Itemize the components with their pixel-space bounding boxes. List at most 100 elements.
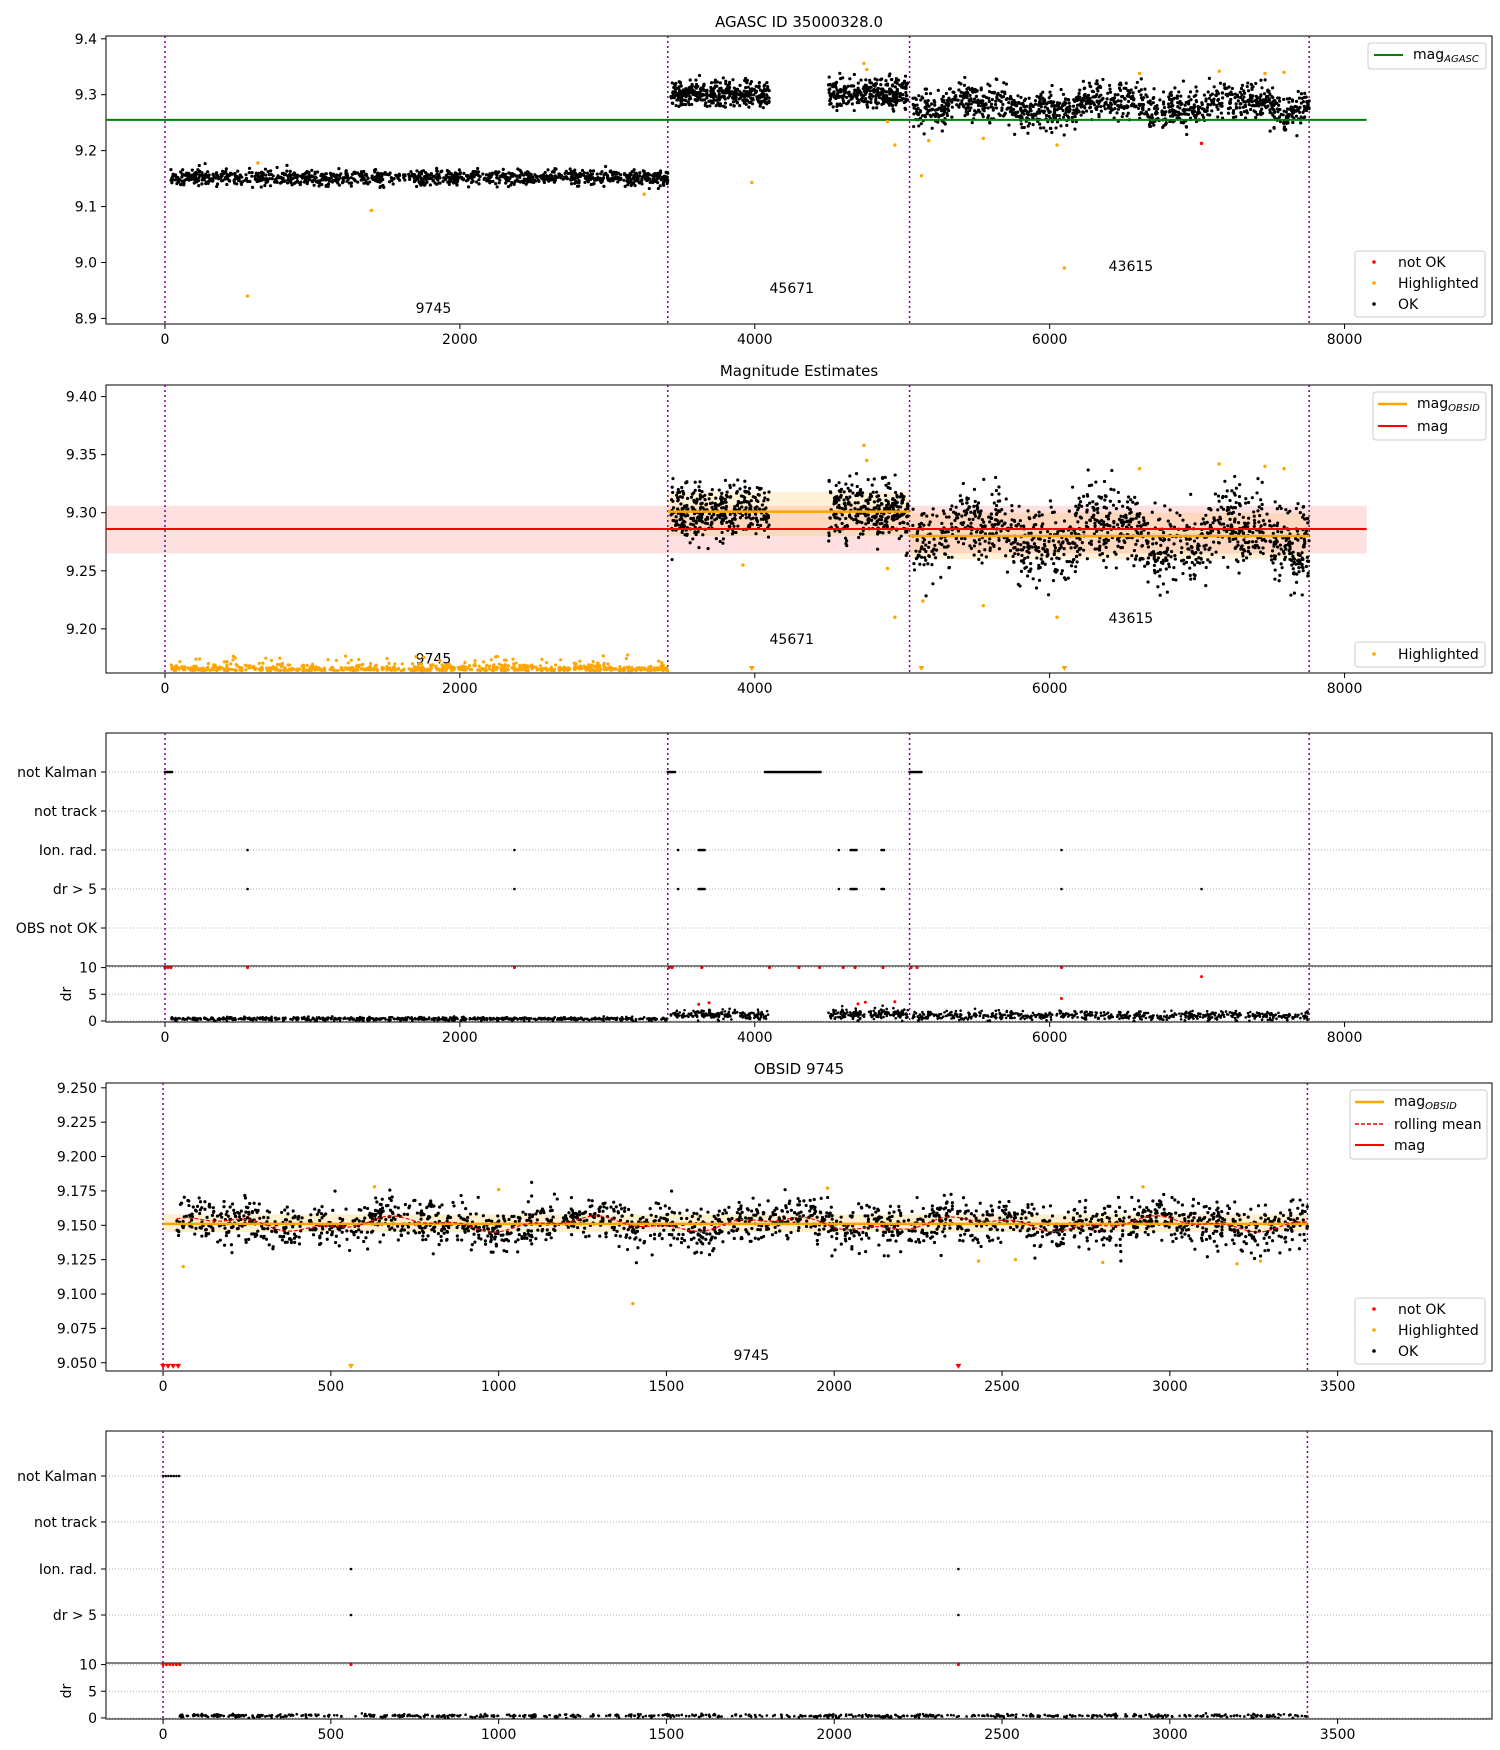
p1-ok-point — [1060, 104, 1065, 108]
p1-ok-point — [1008, 97, 1012, 101]
p1-ok-point — [1248, 96, 1252, 100]
p2-ok-point — [984, 555, 988, 559]
p2-ok-point — [1307, 539, 1311, 543]
p1-ok-point — [984, 95, 989, 100]
p2-ok-point — [1135, 524, 1140, 528]
p2-ok-point — [1156, 585, 1160, 589]
p2-ok-point — [924, 558, 928, 562]
p2-ok-point — [753, 495, 757, 500]
p1-ok-point — [466, 175, 470, 179]
p2-ok-point — [1283, 557, 1287, 562]
p2-ok-point — [1185, 542, 1189, 546]
p1-ok-point — [858, 90, 862, 94]
p1-ok-point — [1254, 98, 1259, 102]
p2-ok-point — [1085, 494, 1090, 498]
p2-ok-point — [1246, 516, 1251, 520]
p2-ok-point — [983, 524, 987, 528]
p2-ok-point — [1234, 545, 1238, 549]
p1-ok-point — [397, 172, 401, 176]
p1-highlighted-point — [245, 294, 250, 298]
p2-ok-point — [853, 507, 857, 511]
p2-ok-point — [1025, 549, 1029, 554]
p2-ok-point — [965, 497, 969, 502]
p2-ok-point — [1019, 569, 1024, 573]
p2-ok-point — [676, 496, 680, 500]
p2-ok-point — [1168, 522, 1172, 526]
p2-ok-point — [977, 557, 981, 562]
p2-ok-point — [1069, 546, 1073, 550]
p1-ok-point — [856, 92, 860, 97]
p2-ok-point — [691, 519, 696, 523]
p1-ok-point — [846, 84, 850, 88]
p2-ok-point — [895, 495, 899, 499]
p2-ok-point — [697, 546, 701, 550]
p2-ok-point — [1161, 539, 1165, 543]
p1-ok-point — [1047, 96, 1051, 100]
p1-ok-point — [952, 90, 956, 94]
p1-ok-point — [278, 181, 283, 185]
p1-ok-point — [481, 172, 485, 176]
p1-ok-point — [970, 121, 974, 125]
p1-ok-point — [853, 88, 857, 92]
p1-ok-point — [702, 88, 707, 93]
p2-ok-point — [1296, 538, 1300, 542]
p1-ok-point — [1021, 103, 1025, 107]
p2-ok-point — [872, 500, 876, 504]
p1-ok-point — [843, 91, 847, 95]
p1-ok-point — [1278, 107, 1282, 112]
p1-ok-point — [1251, 94, 1255, 98]
p1-ok-point — [941, 94, 946, 99]
p2-ok-point — [1061, 540, 1065, 544]
p1-ok-point — [864, 78, 868, 82]
p2-ok-point — [1053, 549, 1057, 553]
p1-ok-point — [1108, 110, 1112, 115]
p1-ok-point — [428, 183, 432, 187]
p2-ok-point — [738, 487, 742, 491]
p1-ok-point — [832, 93, 837, 98]
p2-ok-point — [1126, 557, 1130, 561]
p2-ok-point — [1217, 541, 1221, 545]
p2-ok-point — [1034, 548, 1038, 552]
p1-ok-point — [848, 93, 852, 97]
p1-ok-point — [724, 81, 728, 86]
p1-ok-point — [1092, 103, 1097, 107]
p2-ok-point — [855, 484, 859, 489]
p1-ok-point — [269, 169, 273, 173]
p1-ok-point — [969, 102, 973, 106]
p2-ok-point — [886, 500, 890, 504]
p1-ok-point — [747, 105, 751, 109]
p1-ok-point — [1200, 101, 1204, 105]
p2-ok-point — [1121, 504, 1125, 508]
p2-ok-point — [1019, 543, 1023, 547]
p2-ok-point — [680, 506, 684, 511]
p1-ok-point — [1197, 110, 1201, 114]
p2-ok-point — [1246, 549, 1251, 554]
p1-ok-point — [429, 176, 433, 180]
p2-ok-point — [1272, 557, 1276, 561]
p1-ok-point — [197, 184, 201, 188]
p2-ok-point — [1172, 566, 1176, 570]
p1-ok-point — [332, 178, 336, 183]
p1-ok-point — [986, 106, 990, 110]
p1-ok-point — [552, 180, 557, 184]
p2-ok-point — [1070, 531, 1074, 535]
p1-ok-point — [1220, 91, 1224, 95]
p1-ok-point — [1122, 96, 1127, 101]
p1-ok-point — [1090, 99, 1094, 104]
p2-ok-point — [853, 501, 857, 505]
p2-ok-point — [1294, 580, 1299, 584]
p2-ok-point — [1190, 549, 1194, 553]
p2-ok-point — [1229, 525, 1233, 529]
p2-ok-point — [1163, 504, 1167, 508]
p1-ok-point — [377, 175, 381, 180]
p1-ok-point — [761, 93, 765, 97]
p1-ok-point — [1019, 122, 1023, 126]
p1-ok-point — [658, 184, 662, 188]
p1-ok-point — [721, 104, 726, 108]
p2-ok-point — [997, 485, 1001, 489]
p2-ok-point — [1199, 522, 1204, 526]
p1-ok-point — [1238, 106, 1242, 110]
p2-ok-point — [1296, 502, 1300, 506]
p1-ok-point — [612, 172, 617, 176]
p2-ok-point — [1097, 546, 1102, 550]
